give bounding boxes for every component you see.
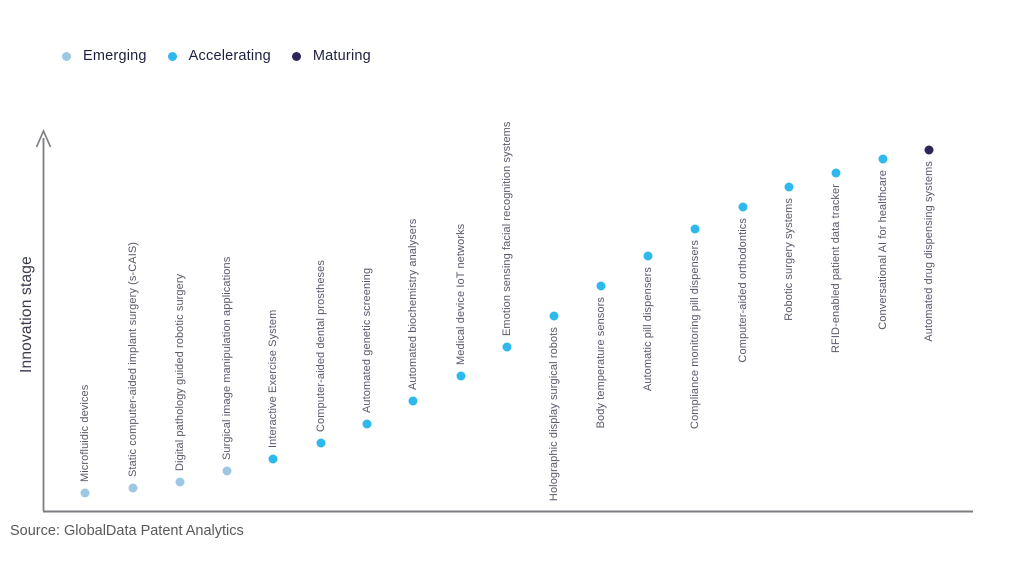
- data-point-dot: [784, 182, 794, 192]
- data-point-dot: [643, 251, 653, 261]
- data-point-label: Surgical image manipulation applications: [221, 256, 233, 460]
- data-point-dot: [690, 224, 700, 234]
- data-point-label: Medical device IoT networks: [455, 223, 467, 365]
- data-point-label: RFID-enabled patient data tracker: [830, 184, 842, 353]
- data-point-dot: [596, 281, 606, 291]
- data-point-label: Emotion sensing facial recognition syste…: [501, 121, 513, 336]
- data-point-label: Computer-aided orthodontics: [737, 218, 749, 363]
- data-point-label: Automated genetic screening: [361, 267, 373, 413]
- legend: Emerging Accelerating Maturing: [62, 48, 371, 64]
- data-point-dot: [268, 454, 278, 464]
- data-point-dot: [175, 477, 185, 487]
- data-point-label: Automated biochemistry analysers: [407, 218, 419, 390]
- data-point-dot: [924, 145, 934, 155]
- data-point-label: Static computer-aided implant surgery (s…: [127, 241, 139, 477]
- data-point-label: Compliance monitoring pill dispensers: [689, 240, 701, 429]
- data-point-dot: [831, 168, 841, 178]
- accelerating-dot-icon: [167, 51, 177, 61]
- data-point-dot: [316, 438, 326, 448]
- data-point-label: Conversational AI for healthcare: [877, 170, 889, 330]
- legend-item-maturing: Maturing: [291, 48, 371, 64]
- data-point-dot: [456, 371, 466, 381]
- emerging-dot-icon: [62, 51, 71, 61]
- data-point-label: Microfluidic devices: [79, 384, 91, 482]
- data-point-dot: [362, 419, 372, 429]
- data-point-dot: [738, 202, 748, 212]
- source-note: Source: GlobalData Patent Analytics: [10, 523, 244, 539]
- data-point-dot: [222, 466, 232, 476]
- data-point-label: Robotic surgery systems: [783, 198, 795, 321]
- y-axis-title: Innovation stage: [18, 256, 35, 373]
- legend-label: Maturing: [312, 48, 371, 64]
- legend-item-accelerating: Accelerating: [167, 48, 271, 64]
- maturing-dot-icon: [291, 51, 301, 61]
- data-point-label: Automated drug dispensing systems: [923, 161, 935, 342]
- data-point-dot: [80, 488, 90, 498]
- data-point-dot: [128, 483, 138, 493]
- legend-item-emerging: Emerging: [62, 48, 147, 64]
- data-point-dot: [549, 311, 559, 321]
- data-point-dot: [502, 342, 512, 352]
- data-point-dot: [878, 154, 888, 164]
- data-point-label: Holographic display surgical robots: [548, 327, 560, 502]
- legend-label: Accelerating: [188, 48, 271, 64]
- data-point-label: Body temperature sensors: [595, 297, 607, 429]
- data-point-label: Digital pathology guided robotic surgery: [174, 273, 186, 471]
- data-point-dot: [408, 396, 418, 406]
- legend-label: Emerging: [83, 48, 147, 64]
- data-point-label: Computer-aided dental prostheses: [315, 260, 327, 432]
- data-point-label: Automatic pill dispensers: [642, 267, 654, 392]
- data-point-label: Interactive Exercise System: [267, 309, 279, 448]
